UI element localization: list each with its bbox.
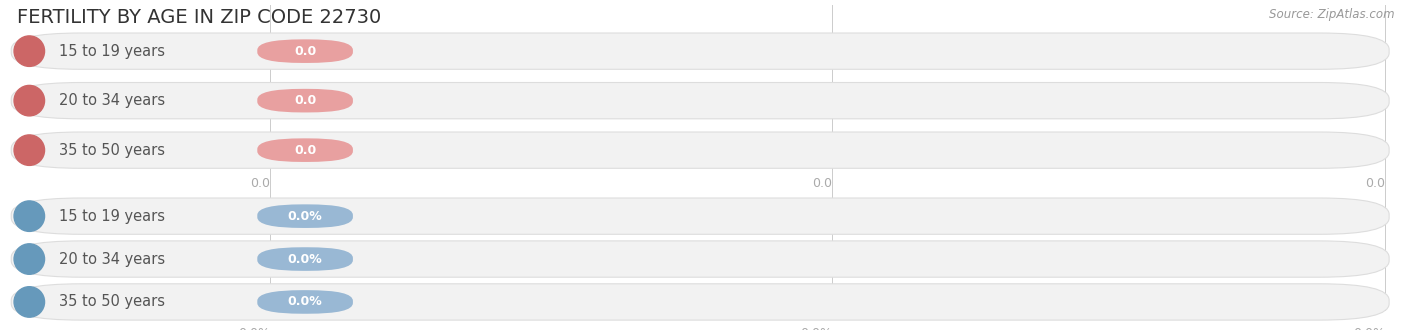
Ellipse shape <box>14 36 45 66</box>
Ellipse shape <box>14 85 45 116</box>
Text: 0.0%: 0.0% <box>288 210 322 223</box>
Text: 0.0%: 0.0% <box>288 295 322 309</box>
FancyBboxPatch shape <box>257 290 353 314</box>
Text: 15 to 19 years: 15 to 19 years <box>59 209 165 224</box>
Text: 0.0: 0.0 <box>294 144 316 157</box>
Text: 0.0%: 0.0% <box>800 327 832 330</box>
FancyBboxPatch shape <box>257 204 353 228</box>
Text: 0.0%: 0.0% <box>1353 327 1385 330</box>
FancyBboxPatch shape <box>11 132 1389 168</box>
FancyBboxPatch shape <box>257 39 353 63</box>
Text: 35 to 50 years: 35 to 50 years <box>59 143 165 158</box>
Text: FERTILITY BY AGE IN ZIP CODE 22730: FERTILITY BY AGE IN ZIP CODE 22730 <box>17 8 381 27</box>
Text: 0.0: 0.0 <box>250 177 270 190</box>
Text: 0.0%: 0.0% <box>288 252 322 266</box>
FancyBboxPatch shape <box>11 241 1389 277</box>
Text: 0.0%: 0.0% <box>238 327 270 330</box>
FancyBboxPatch shape <box>11 33 1389 69</box>
FancyBboxPatch shape <box>257 89 353 113</box>
Ellipse shape <box>14 287 45 317</box>
Text: 0.0: 0.0 <box>1365 177 1385 190</box>
FancyBboxPatch shape <box>11 284 1389 320</box>
Text: Source: ZipAtlas.com: Source: ZipAtlas.com <box>1270 8 1395 21</box>
Text: 0.0: 0.0 <box>813 177 832 190</box>
Text: 0.0: 0.0 <box>294 94 316 107</box>
Text: 20 to 34 years: 20 to 34 years <box>59 93 165 108</box>
FancyBboxPatch shape <box>11 82 1389 119</box>
Ellipse shape <box>14 135 45 165</box>
FancyBboxPatch shape <box>257 247 353 271</box>
Text: 15 to 19 years: 15 to 19 years <box>59 44 165 59</box>
Text: 0.0: 0.0 <box>294 45 316 58</box>
Text: 35 to 50 years: 35 to 50 years <box>59 294 165 310</box>
Text: 20 to 34 years: 20 to 34 years <box>59 251 165 267</box>
Ellipse shape <box>14 244 45 274</box>
FancyBboxPatch shape <box>11 198 1389 234</box>
Ellipse shape <box>14 201 45 231</box>
FancyBboxPatch shape <box>257 138 353 162</box>
